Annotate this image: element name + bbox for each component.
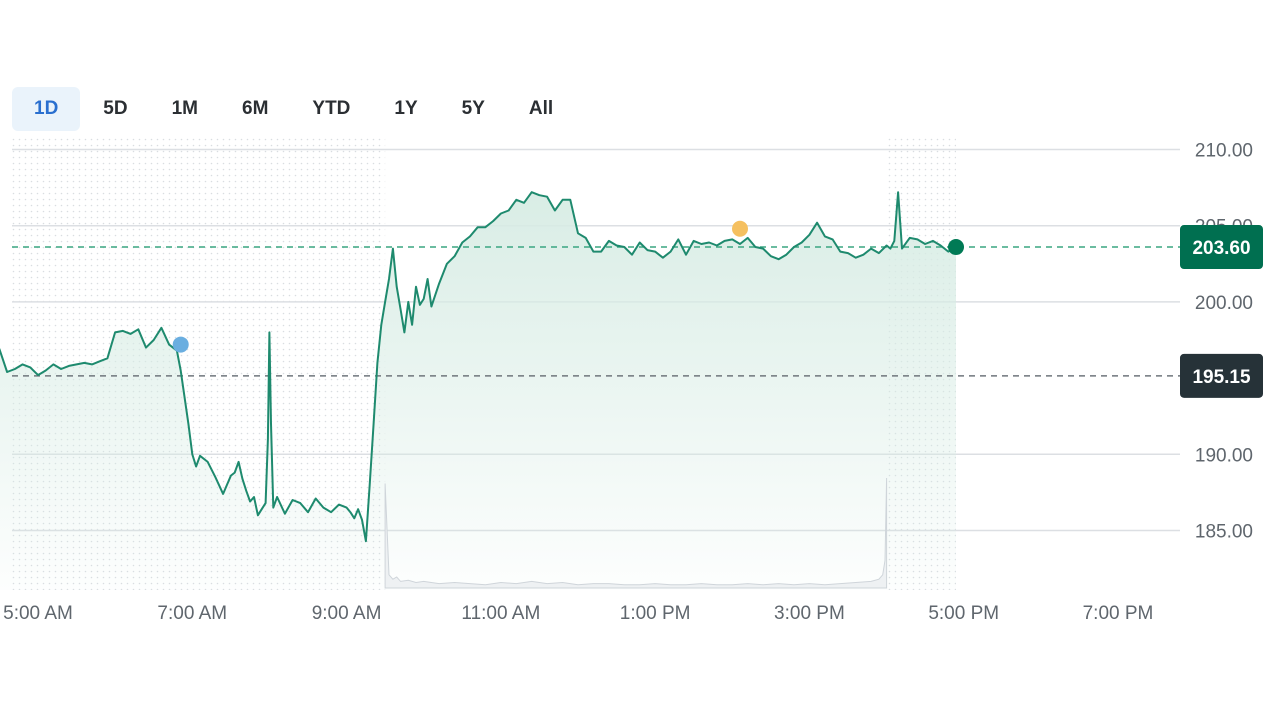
range-tab-all[interactable]: All — [528, 98, 554, 119]
y-tick-label: 200.00 — [1195, 293, 1253, 314]
previous-close-badge-bg — [1180, 353, 1263, 398]
previous-close-badge: 195.15 — [1180, 353, 1263, 398]
price-line — [0, 191, 957, 543]
x-tick-label: 11:00 AM — [461, 603, 540, 624]
previous-close-badge-text: 195.15 — [1192, 367, 1251, 388]
range-tab-1m[interactable]: 1M — [171, 98, 198, 119]
x-tick-label: 3:00 PM — [774, 603, 845, 624]
volume-area — [384, 477, 888, 589]
price-area-fill — [0, 192, 956, 590]
x-tick-label: 7:00 PM — [1083, 603, 1154, 624]
x-tick-label: 7:00 AM — [157, 603, 227, 624]
x-tick-label: 5:00 AM — [3, 603, 73, 624]
range-tab-ytd[interactable]: YTD — [312, 98, 351, 119]
range-tab-5y[interactable]: 5Y — [461, 98, 485, 119]
x-tick-label: 1:00 PM — [620, 603, 691, 624]
last-price-badge-text: 203.60 — [1192, 238, 1250, 259]
range-tab-1y[interactable]: 1Y — [394, 98, 418, 119]
x-tick-label: 5:00 PM — [928, 603, 999, 624]
premarket-marker[interactable] — [172, 336, 189, 353]
y-tick-label: 185.00 — [1195, 522, 1253, 543]
x-tick-label: 9:00 AM — [312, 603, 382, 624]
range-tab-6m[interactable]: 6M — [242, 98, 269, 119]
y-tick-label: 190.00 — [1195, 445, 1253, 466]
last-price-badge-bg — [1180, 225, 1263, 270]
y-tick-label: 210.00 — [1195, 141, 1253, 162]
range-tab-1d[interactable]: 1D — [12, 87, 81, 131]
range-tab-5d[interactable]: 5D — [103, 98, 128, 119]
last-price-badge: 203.60 — [1180, 225, 1263, 270]
x-axis: 5:00 AM 7:00 AM 9:00 AM 11:00 AM 1:00 PM 3:00… — [3, 603, 1153, 624]
event-marker[interactable] — [732, 220, 748, 237]
last-price-marker[interactable] — [948, 239, 964, 256]
time-range-tabs: 1D 5D 1M 6M YTD 1Y 5Y All — [12, 87, 576, 131]
